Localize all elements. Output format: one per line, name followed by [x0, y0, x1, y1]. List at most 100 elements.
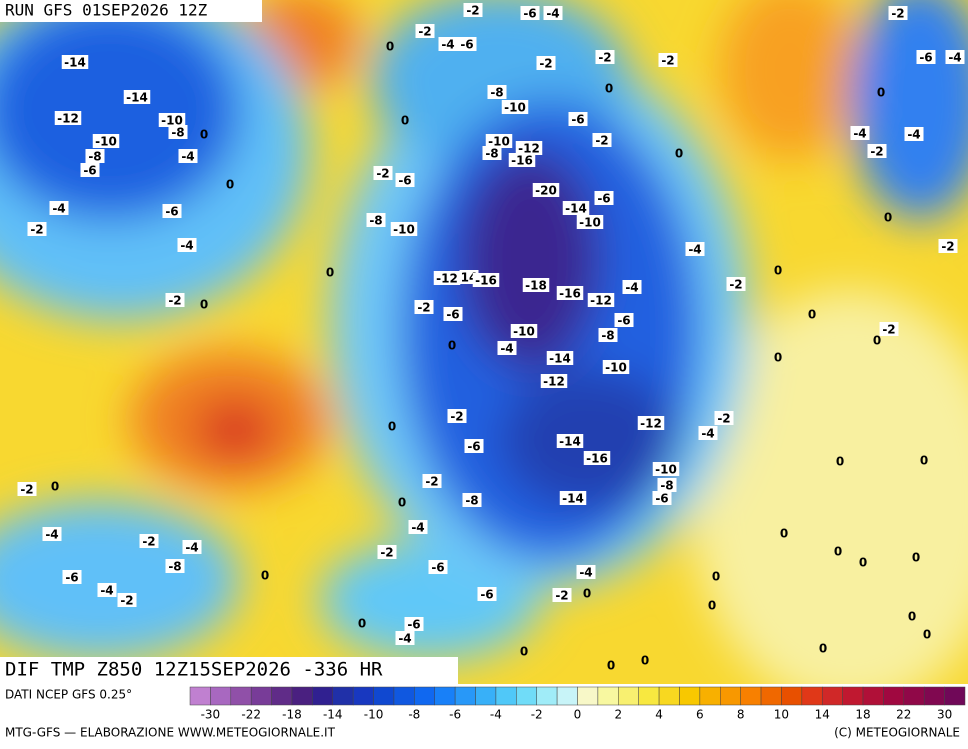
colorbar-swatch: [781, 686, 803, 706]
colorbar-swatch: [291, 686, 313, 706]
colorbar-swatch: [250, 686, 272, 706]
contour-label-box: [497, 341, 517, 355]
colorbar-swatch: [618, 686, 639, 706]
contour-label-box: [422, 474, 442, 488]
contour-label: -6: [571, 113, 584, 127]
contour-label-box: [522, 278, 550, 292]
contour-label-box: [938, 239, 958, 253]
contour-label-box: [556, 434, 584, 448]
contour-label: 0: [326, 266, 334, 280]
contour-label-box: [657, 478, 677, 492]
contour-label: -2: [425, 475, 438, 489]
contour-label: -6: [165, 205, 178, 219]
contour-label: -2: [142, 535, 155, 549]
contour-label: -2: [20, 483, 33, 497]
contour-label-box: [637, 416, 665, 430]
contour-label: 0: [675, 147, 683, 161]
contour-label-box: [377, 545, 397, 559]
contour-label: 0: [774, 351, 782, 365]
contour-label: 0: [401, 114, 409, 128]
contour-label-box: [552, 588, 572, 602]
contour-label: -12: [57, 112, 79, 126]
contour-label: -4: [500, 342, 513, 356]
contour-label: 0: [884, 211, 892, 225]
contour-label: 0: [712, 570, 720, 584]
contour-label: -14: [562, 492, 584, 506]
colorbar-swatch: [352, 686, 374, 706]
colorbar-tick-label: 4: [655, 708, 663, 722]
contour-label-box: [714, 411, 734, 425]
contour-label-box: [92, 134, 120, 148]
contour-label-box: [428, 560, 448, 574]
colorbar-swatch: [210, 686, 232, 706]
contour-label: -12: [436, 272, 458, 286]
contour-label-box: [165, 293, 185, 307]
contour-label: -10: [605, 361, 627, 375]
contour-label: 0: [912, 551, 920, 565]
contour-label: -2: [466, 4, 479, 18]
contour-label: 0: [819, 642, 827, 656]
contour-label-box: [443, 307, 463, 321]
colorbar-tick-label: 8: [737, 708, 745, 722]
contour-label: 0: [877, 86, 885, 100]
colorbar-swatch: [638, 686, 660, 706]
contour-label: 0: [226, 178, 234, 192]
footer-left: MTG-GFS — ELABORAZIONE WWW.METEOGIORNALE…: [5, 726, 336, 740]
contour-label: -2: [661, 54, 674, 68]
source-label: DATI NCEP GFS 0.25°: [5, 688, 132, 702]
contour-label-box: [472, 273, 500, 287]
colorbar-swatch: [679, 686, 701, 706]
contour-label: 0: [923, 628, 931, 642]
contour-label-box: [698, 426, 718, 440]
contour-label: -2: [418, 25, 431, 39]
contour-label: -6: [480, 588, 493, 602]
colorbar-tick-label: -8: [408, 708, 420, 722]
contour-label: -8: [168, 560, 181, 574]
contour-label: -4: [625, 281, 638, 295]
contour-label: -14: [559, 435, 581, 449]
colorbar-tick-label: 0: [574, 708, 582, 722]
contour-label-box: [54, 111, 82, 125]
contour-label: -4: [579, 566, 592, 580]
contour-label: -10: [579, 216, 601, 230]
contour-label: -6: [83, 164, 96, 178]
colorbar-swatch: [821, 686, 843, 706]
colorbar-swatch: [883, 686, 905, 706]
contour-label-box: [482, 146, 502, 160]
contour-label-box: [17, 482, 37, 496]
contour-label-box: [415, 24, 435, 38]
contour-label: -6: [460, 38, 473, 52]
run-label: RUN GFS 01SEP2026 12Z: [5, 1, 208, 20]
colorbar-tick-label: 10: [774, 708, 789, 722]
colorbar-swatch: [699, 686, 721, 706]
contour-label-box: [867, 144, 887, 158]
title-box: [0, 657, 458, 684]
contour-label-box: [576, 565, 596, 579]
contour-label-box: [540, 374, 568, 388]
contour-label: -10: [95, 135, 117, 149]
contour-label: -12: [518, 142, 540, 156]
contour-label: -8: [465, 494, 478, 508]
contour-label: 0: [834, 545, 842, 559]
contour-label: -6: [523, 7, 536, 21]
contour-label: -8: [485, 147, 498, 161]
contour-label-box: [49, 201, 69, 215]
colorbar-swatch: [312, 686, 334, 706]
contour-label: -14: [126, 91, 148, 105]
contour-label: 0: [908, 610, 916, 624]
contour-label-box: [390, 222, 418, 236]
contour-label: -20: [535, 184, 557, 198]
contour-label: -8: [88, 150, 101, 164]
colorbar-swatch: [740, 686, 762, 706]
contour-label: -4: [180, 239, 193, 253]
contour-label: -6: [467, 440, 480, 454]
colorbar-swatch: [903, 686, 925, 706]
colorbar-tick-label: -10: [364, 708, 384, 722]
header-box: [0, 0, 262, 22]
contour-label: -16: [475, 274, 497, 288]
contour-label: 0: [605, 82, 613, 96]
contour-label: 0: [836, 455, 844, 469]
contour-label: -2: [450, 410, 463, 424]
contour-label-box: [614, 313, 634, 327]
